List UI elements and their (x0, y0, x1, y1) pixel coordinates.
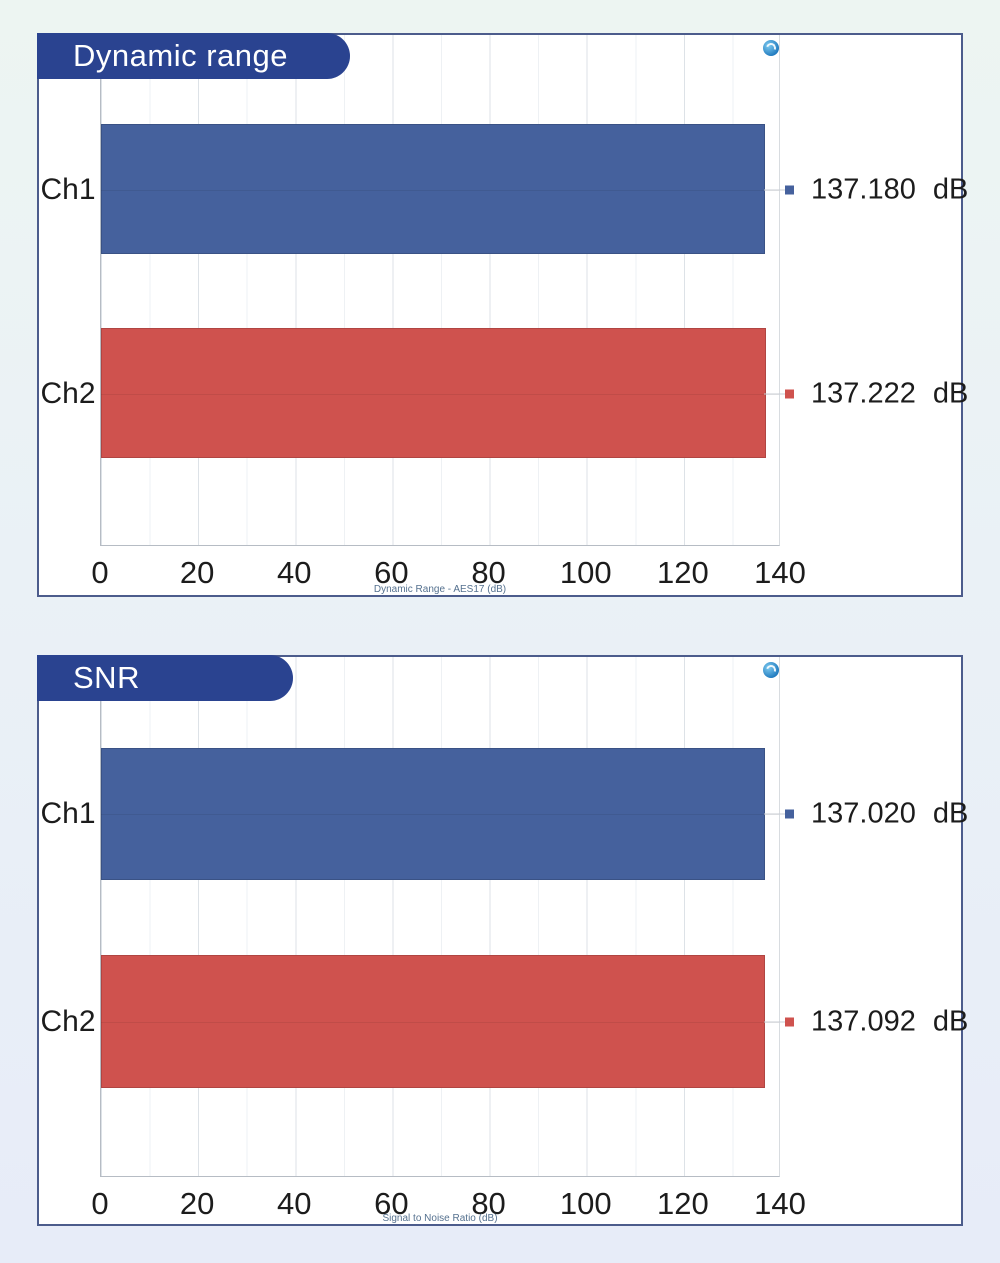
callout-leader-line (764, 1021, 785, 1023)
chart-title-pill: SNR (37, 655, 293, 701)
plot-area (100, 35, 780, 546)
row-gridline (101, 814, 779, 816)
row-gridline (101, 189, 779, 191)
x-tick-label: 20 (179, 1186, 215, 1221)
ap-logo-icon (763, 40, 779, 56)
value-label: 137.092 dB (811, 1005, 969, 1038)
x-tick-label: 40 (277, 1186, 312, 1221)
bar-ch1 (101, 747, 765, 881)
value-callout-ch2: 137.222 dB (764, 377, 968, 410)
bar-ch2 (101, 955, 765, 1088)
x-tick-label: 40 (277, 555, 312, 590)
x-axis: 0 20 40 60 80 100 120 140 (91, 1178, 805, 1221)
x-tick-label: 80 (471, 555, 506, 590)
snr-chart-panel: SNR 0 20 40 60 80 100 120 140 Signal to Noise R… (37, 655, 968, 1226)
x-tick-label: 100 (559, 1186, 612, 1221)
x-tick-label: 0 (91, 1186, 109, 1221)
value-callout-ch1: 137.020 dB (764, 798, 968, 831)
value-label: 137.180 dB (811, 173, 969, 206)
bar-ch2 (101, 328, 766, 459)
chart-title: SNR (73, 660, 140, 695)
x-tick-label: 120 (656, 1186, 709, 1221)
callout-leader-line (764, 189, 785, 191)
x-axis-label: Signal to Noise Ratio (dB) (382, 1213, 498, 1224)
callout-leader-line (764, 393, 785, 395)
x-axis-label: Dynamic Range - AES17 (dB) (373, 584, 507, 595)
category-label-ch1: Ch1 (40, 172, 96, 206)
row-gridline (101, 1022, 779, 1024)
x-tick-label: 20 (179, 555, 215, 590)
category-label-ch2: Ch2 (40, 376, 96, 410)
x-tick-label: 60 (374, 555, 409, 590)
x-tick-label: 120 (656, 555, 709, 590)
plot-area (100, 657, 780, 1177)
chart-title: Dynamic range (73, 38, 288, 73)
callout-leader-line (764, 813, 785, 815)
x-tick-label: 100 (559, 555, 612, 590)
category-label-ch2: Ch2 (40, 1005, 96, 1039)
chart-title-pill: Dynamic range (37, 33, 350, 79)
value-label: 137.020 dB (811, 797, 969, 830)
series-marker (785, 389, 794, 399)
x-axis: 0 20 40 60 80 100 120 140 (91, 547, 805, 590)
row-gridline (101, 393, 779, 395)
bar-ch1 (101, 124, 766, 255)
x-tick-label: 140 (754, 555, 806, 590)
category-label-ch1: Ch1 (40, 797, 96, 831)
value-callout-ch2: 137.092 dB (764, 1006, 968, 1039)
ap-logo-icon (763, 662, 779, 678)
value-callout-ch1: 137.180 dB (764, 173, 968, 206)
x-tick-label: 140 (754, 1186, 806, 1221)
x-tick-label: 80 (471, 1186, 506, 1221)
x-tick-label: 0 (91, 555, 109, 590)
value-label: 137.222 dB (811, 377, 969, 410)
dynamic-range-chart-panel: Dynamic range 0 20 40 60 80 100 120 140 Dynamic… (37, 33, 968, 597)
series-marker (785, 185, 794, 195)
series-marker (785, 1017, 794, 1027)
x-tick-label: 60 (374, 1186, 409, 1221)
series-marker (785, 809, 794, 819)
